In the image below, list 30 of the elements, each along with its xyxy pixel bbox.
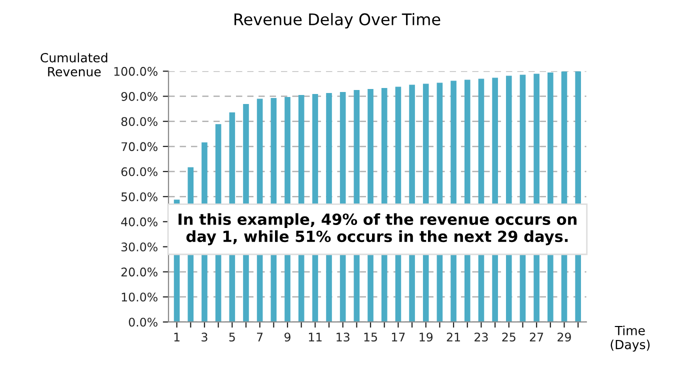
y-tick-label: 30.0% — [121, 242, 158, 252]
y-tick-label: 100.0% — [114, 66, 158, 76]
x-tick-label: 9 — [284, 332, 290, 342]
x-tick-label: 21 — [446, 332, 460, 342]
x-axis-title: Time (Days) — [610, 326, 650, 352]
y-tick-label: 60.0% — [121, 167, 158, 176]
y-tick-label: 10.0% — [122, 292, 158, 302]
x-tick-label: 27 — [530, 332, 544, 342]
x-tick-label: 29 — [558, 332, 571, 342]
y-tick-label: 0.0% — [128, 318, 158, 327]
x-tick-label: 11 — [308, 332, 322, 342]
x-tick-label: 23 — [474, 332, 488, 342]
x-tick-label: 13 — [336, 332, 350, 342]
x-tick-label: 25 — [502, 332, 516, 342]
x-tick-label: 19 — [420, 332, 433, 342]
y-tick-label: 20.0% — [121, 268, 158, 276]
x-tick-label: 1 — [174, 332, 180, 342]
x-tick-label: 5 — [229, 332, 235, 342]
y-axis-title: Cumulated Revenue — [40, 52, 108, 76]
chart-title: Revenue Delay Over Time — [234, 13, 440, 28]
y-tick-label: 80.0% — [121, 117, 158, 126]
x-tick-label: 3 — [202, 332, 208, 342]
x-tick-label: 7 — [257, 332, 263, 342]
y-tick-label: 70.0% — [122, 142, 158, 152]
y-tick-label: 40.0% — [121, 217, 158, 226]
x-tick-label: 15 — [364, 332, 377, 342]
y-tick-label: 90.0% — [121, 92, 158, 101]
y-tick-label: 50.0% — [121, 192, 158, 202]
x-tick-label: 17 — [392, 332, 405, 342]
annotation: In this example, 49% of the revenue occurs on day 1, while 51% occurs in the next 29 days. — [178, 213, 576, 246]
